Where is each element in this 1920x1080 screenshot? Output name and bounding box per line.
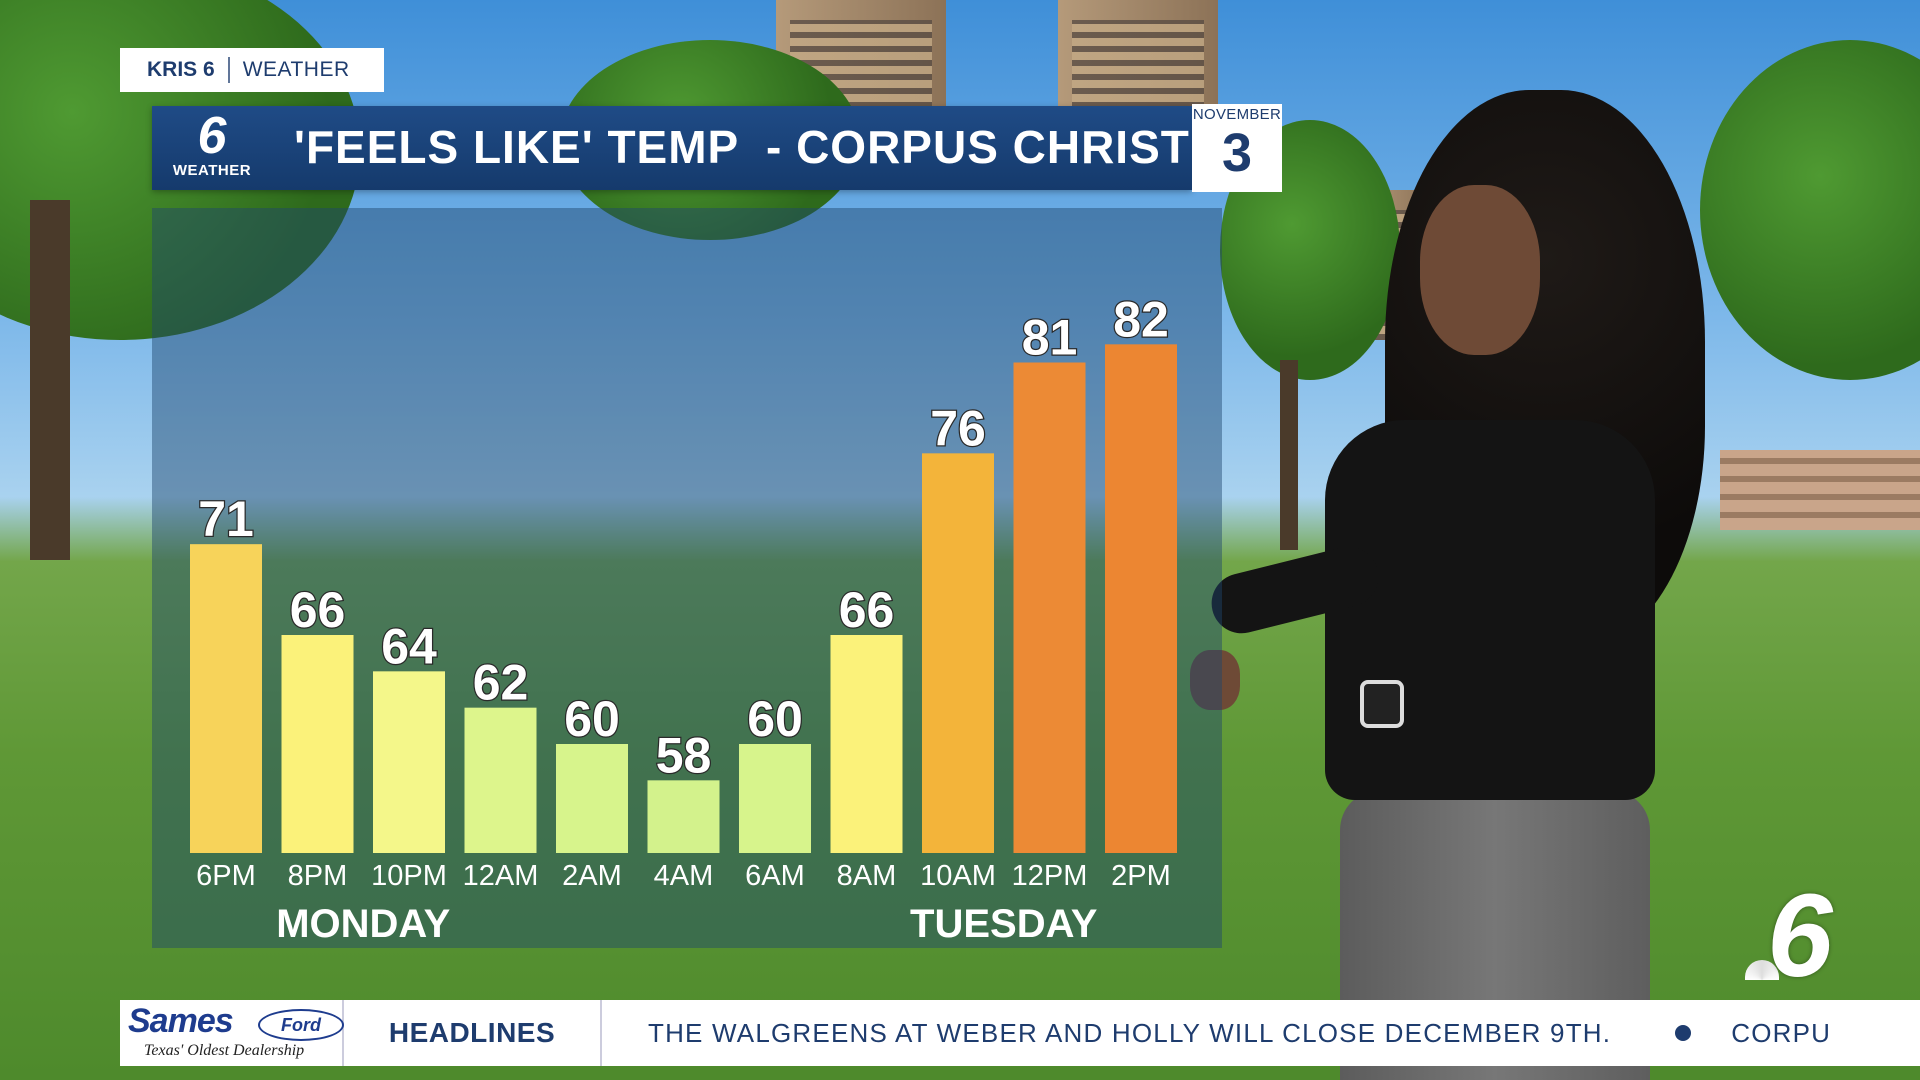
bar-8am (830, 635, 903, 853)
title-bar: 6 WEATHER 'FEELS LIKE' TEMP - CORPUS CHR… (152, 106, 1203, 190)
value-label-4am: 58 (656, 727, 712, 783)
tree-trunk (1280, 360, 1298, 550)
bar-12am (464, 707, 537, 853)
bar-8pm (281, 635, 354, 853)
value-label-8am: 66 (839, 582, 895, 638)
sponsor-logo: Sames Ford Texas' Oldest Dealership (120, 1000, 344, 1066)
tick-label-12pm: 12PM (1012, 860, 1088, 892)
value-label-10am: 76 (930, 400, 986, 456)
station-bug: 6 (1745, 870, 1865, 1002)
bug-number: 6 (1767, 870, 1833, 1002)
bar-2am (556, 744, 628, 853)
peacock-icon (1745, 960, 1779, 980)
tick-label-2am: 2AM (562, 860, 622, 892)
logo-label: WEATHER (172, 162, 252, 179)
value-label-10pm: 64 (381, 618, 437, 674)
value-label-6am: 60 (747, 691, 803, 747)
day-label-tuesday: TUESDAY (910, 902, 1098, 946)
ticker-section: HEADLINES (344, 1000, 602, 1066)
value-label-2am: 60 (564, 691, 620, 747)
bar-6am (739, 744, 811, 853)
bar-10pm (373, 671, 445, 853)
tick-label-4am: 4AM (654, 860, 714, 892)
tick-label-8am: 8AM (837, 860, 897, 892)
tick-label-10pm: 10PM (371, 860, 447, 892)
section-name: WEATHER (242, 58, 350, 81)
bar-12pm (1013, 362, 1086, 853)
date-day: 3 (1221, 123, 1253, 183)
watch-icon (1360, 680, 1404, 728)
date-month: NOVEMBER (1192, 106, 1282, 123)
value-label-12am: 62 (473, 655, 529, 711)
sponsor-name: Sames (128, 1002, 234, 1040)
tick-label-8pm: 8PM (288, 860, 348, 892)
tick-label-6pm: 6PM (196, 860, 256, 892)
ticker-scroll: THE WALGREENS AT WEBER AND HOLLY WILL CL… (602, 1018, 1920, 1049)
bar-4am (647, 780, 720, 853)
tick-label-10am: 10AM (920, 860, 996, 892)
value-label-12pm: 81 (1022, 310, 1078, 366)
ticker-story: THE WALGREENS AT WEBER AND HOLLY WILL CL… (648, 1017, 1612, 1048)
bar-10am (922, 453, 994, 853)
day-label-monday: MONDAY (276, 902, 450, 946)
tick-label-2pm: 2PM (1111, 860, 1171, 892)
tree-trunk (30, 200, 70, 560)
weather-logo: 6 WEATHER (152, 106, 272, 190)
date-box: NOVEMBER 3 (1192, 104, 1282, 192)
bullet-icon (1675, 1025, 1692, 1041)
brand-tab: KRIS 6 WEATHER (120, 48, 384, 92)
value-label-8pm: 66 (290, 582, 346, 638)
news-ticker: Sames Ford Texas' Oldest Dealership HEAD… (120, 1000, 1920, 1066)
sponsor-tagline: Texas' Oldest Dealership (144, 1042, 305, 1059)
ford-badge-icon: Ford (258, 1009, 344, 1041)
value-label-6pm: 71 (198, 491, 254, 547)
ticker-next-story: CORPU (1731, 1017, 1832, 1048)
value-label-2pm: 82 (1113, 291, 1169, 347)
presenter (1190, 90, 1750, 1080)
page-title: 'FEELS LIKE' TEMP - CORPUS CHRISTI (294, 121, 1204, 173)
bar-6pm (190, 544, 262, 853)
feels-like-bar-chart: 71 6PM 66 8PM 64 10PM 62 12AM 60 2AM 58 4AM 60 6AM 66 8… (190, 290, 1177, 946)
tick-label-6am: 6AM (745, 860, 805, 892)
chart-panel: 71 6PM 66 8PM 64 10PM 62 12AM 60 2AM 58 4AM 60 6AM 66 8… (152, 208, 1222, 948)
tick-label-12am: 12AM (463, 860, 539, 892)
station-name: KRIS 6 (147, 58, 215, 81)
divider (227, 57, 230, 83)
bar-2pm (1105, 344, 1177, 853)
parking-garage (1720, 450, 1920, 530)
logo-number: 6 (197, 107, 227, 165)
